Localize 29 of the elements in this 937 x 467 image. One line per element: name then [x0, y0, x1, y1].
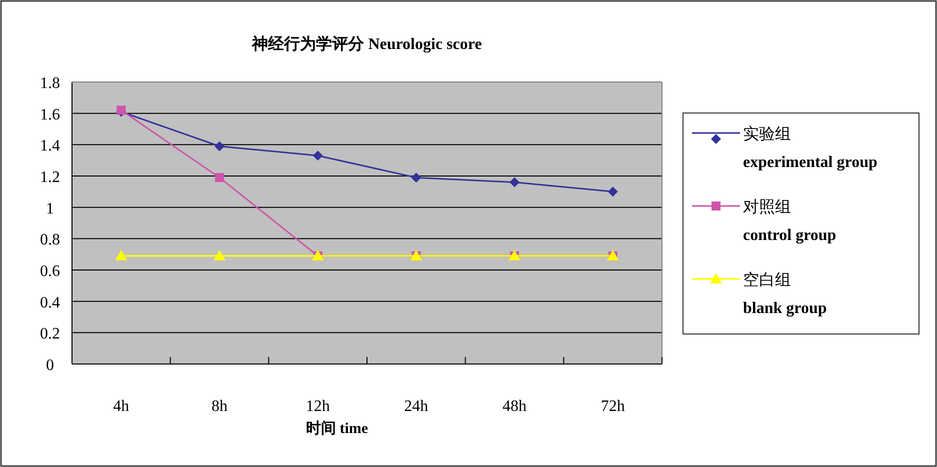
x-tick-label: 48h [502, 398, 526, 415]
point [510, 177, 520, 188]
y-tick-label: 0.6 [40, 263, 60, 280]
point [215, 173, 224, 182]
y-tick-label: 1.8 [40, 75, 60, 92]
point [214, 141, 224, 152]
y-tick-label: 1.4 [40, 138, 60, 155]
legend-label: 实验组 experimental group [743, 124, 878, 171]
y-tick-label: 0 [46, 357, 54, 374]
point [115, 250, 128, 260]
y-tick-label: 1 [46, 200, 54, 218]
point [608, 186, 618, 197]
legend-label: 对照组 control group [743, 197, 836, 244]
x-tick-label: 24h [404, 398, 428, 415]
y-tick-label: 1.6 [40, 106, 60, 124]
legend-label: 空白组 blank group [743, 270, 827, 317]
x-tick-label: 4h [113, 398, 130, 415]
y-tick-label: 0.2 [40, 326, 60, 343]
point [312, 150, 323, 161]
y-tick-label: 0.4 [40, 294, 60, 312]
point [411, 172, 422, 183]
chart-title: 神经行为学评分 Neurologic score [251, 35, 482, 53]
x-tick-label: 8h [212, 398, 228, 415]
x-tick-label: 12h [306, 398, 330, 415]
x-axis-title: 时间 time [306, 420, 368, 437]
point [214, 250, 226, 260]
x-tick-label: 72h [600, 398, 625, 415]
y-tick-label: 0.8 [40, 232, 60, 249]
y-tick-label: 1.2 [40, 169, 60, 186]
